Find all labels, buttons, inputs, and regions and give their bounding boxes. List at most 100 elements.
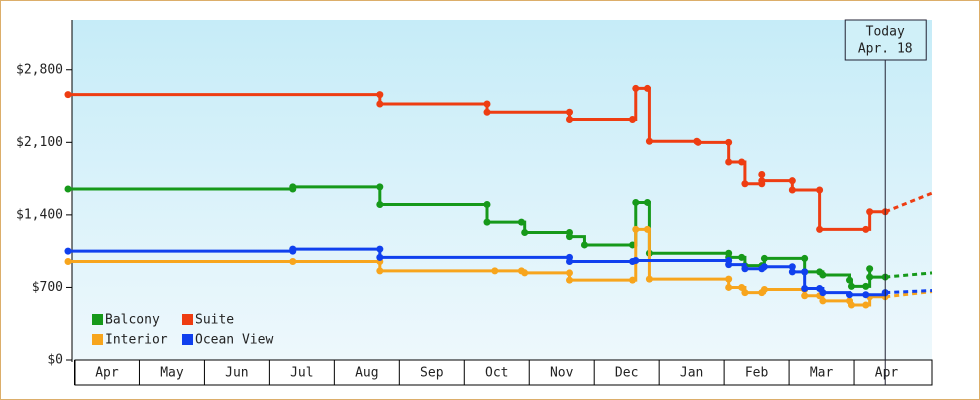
point-marker [847, 282, 855, 290]
point-marker [376, 201, 384, 209]
legend-swatch [92, 314, 103, 325]
point-marker [483, 100, 491, 108]
point-marker [643, 225, 651, 233]
point-marker [376, 91, 384, 99]
point-marker [521, 229, 529, 236]
point-marker [491, 267, 499, 275]
point-marker [632, 198, 640, 206]
point-marker [376, 183, 384, 191]
point-marker [801, 292, 809, 300]
point-marker [866, 265, 874, 273]
point-marker [788, 186, 796, 194]
point-marker [580, 241, 588, 249]
point-marker [862, 291, 870, 299]
point-marker [289, 245, 297, 253]
point-marker [376, 245, 384, 253]
x-tick-label: Sep [420, 366, 444, 381]
point-marker [64, 247, 72, 255]
point-marker [376, 100, 384, 108]
x-tick-label: Apr [875, 366, 899, 381]
x-tick-label: Nov [550, 366, 574, 381]
today-label: Today [866, 25, 905, 40]
point-marker [483, 108, 491, 116]
point-marker [725, 261, 733, 269]
x-tick-label: Mar [810, 366, 834, 381]
point-marker [566, 276, 574, 284]
point-marker [758, 177, 766, 185]
point-marker [801, 254, 809, 262]
y-tick-label: $1,400 [16, 207, 63, 222]
point-marker [566, 116, 574, 124]
point-marker [64, 185, 72, 193]
y-tick-label: $700 [32, 280, 63, 295]
point-marker [289, 183, 297, 191]
point-marker [738, 253, 746, 261]
point-marker [521, 269, 529, 277]
point-marker [741, 265, 749, 273]
point-marker [517, 218, 525, 226]
x-tick-label: Feb [745, 366, 769, 381]
y-tick-label: $2,800 [16, 62, 63, 77]
point-marker [643, 84, 651, 92]
point-marker [64, 258, 72, 266]
x-tick-label: Jun [225, 366, 248, 381]
point-marker [801, 268, 809, 276]
point-marker [866, 208, 874, 216]
point-marker [741, 180, 749, 188]
today-label: Apr. 18 [858, 42, 913, 57]
point-marker [738, 283, 746, 291]
point-marker [632, 84, 640, 92]
point-marker [760, 263, 768, 271]
point-marker [632, 256, 640, 264]
point-marker [645, 137, 653, 145]
y-tick-label: $2,100 [16, 135, 63, 150]
legend-label: Interior [105, 333, 168, 348]
point-marker [866, 273, 874, 281]
point-marker [847, 301, 855, 309]
point-marker [801, 284, 809, 292]
point-marker [819, 297, 827, 305]
x-tick-label: Aug [355, 366, 378, 381]
point-marker [760, 286, 768, 294]
forecast-line [885, 290, 933, 299]
x-tick-label: Apr [95, 366, 119, 381]
point-marker [376, 267, 384, 275]
point-marker [816, 186, 824, 194]
y-tick-label: $0 [47, 353, 63, 368]
point-marker [566, 108, 574, 116]
point-marker [483, 201, 491, 209]
point-marker [566, 233, 574, 241]
point-marker [862, 301, 870, 309]
legend-label: Suite [195, 313, 234, 328]
point-marker [819, 271, 827, 279]
point-marker [760, 254, 768, 262]
point-marker [376, 253, 384, 261]
point-marker [819, 289, 827, 297]
point-marker [64, 91, 72, 99]
point-marker [645, 275, 653, 283]
point-marker [629, 276, 637, 284]
point-marker [632, 225, 640, 233]
point-marker [845, 291, 853, 299]
point-marker [862, 225, 870, 233]
today-box [844, 19, 927, 61]
legend-swatch [92, 334, 103, 345]
point-marker [738, 158, 746, 166]
point-marker [694, 138, 702, 146]
legend-label: Ocean View [195, 333, 273, 348]
point-marker [629, 116, 637, 124]
point-marker [845, 276, 853, 284]
legend-swatch [182, 334, 193, 345]
point-marker [483, 218, 491, 226]
point-marker [788, 268, 796, 276]
point-marker [862, 282, 870, 290]
point-marker [289, 258, 297, 266]
point-marker [725, 158, 733, 166]
point-marker [741, 289, 749, 297]
legend-swatch [182, 314, 193, 325]
forecast-line [885, 289, 933, 295]
x-tick-label: Dec [615, 366, 638, 381]
x-tick-label: Oct [485, 366, 508, 381]
